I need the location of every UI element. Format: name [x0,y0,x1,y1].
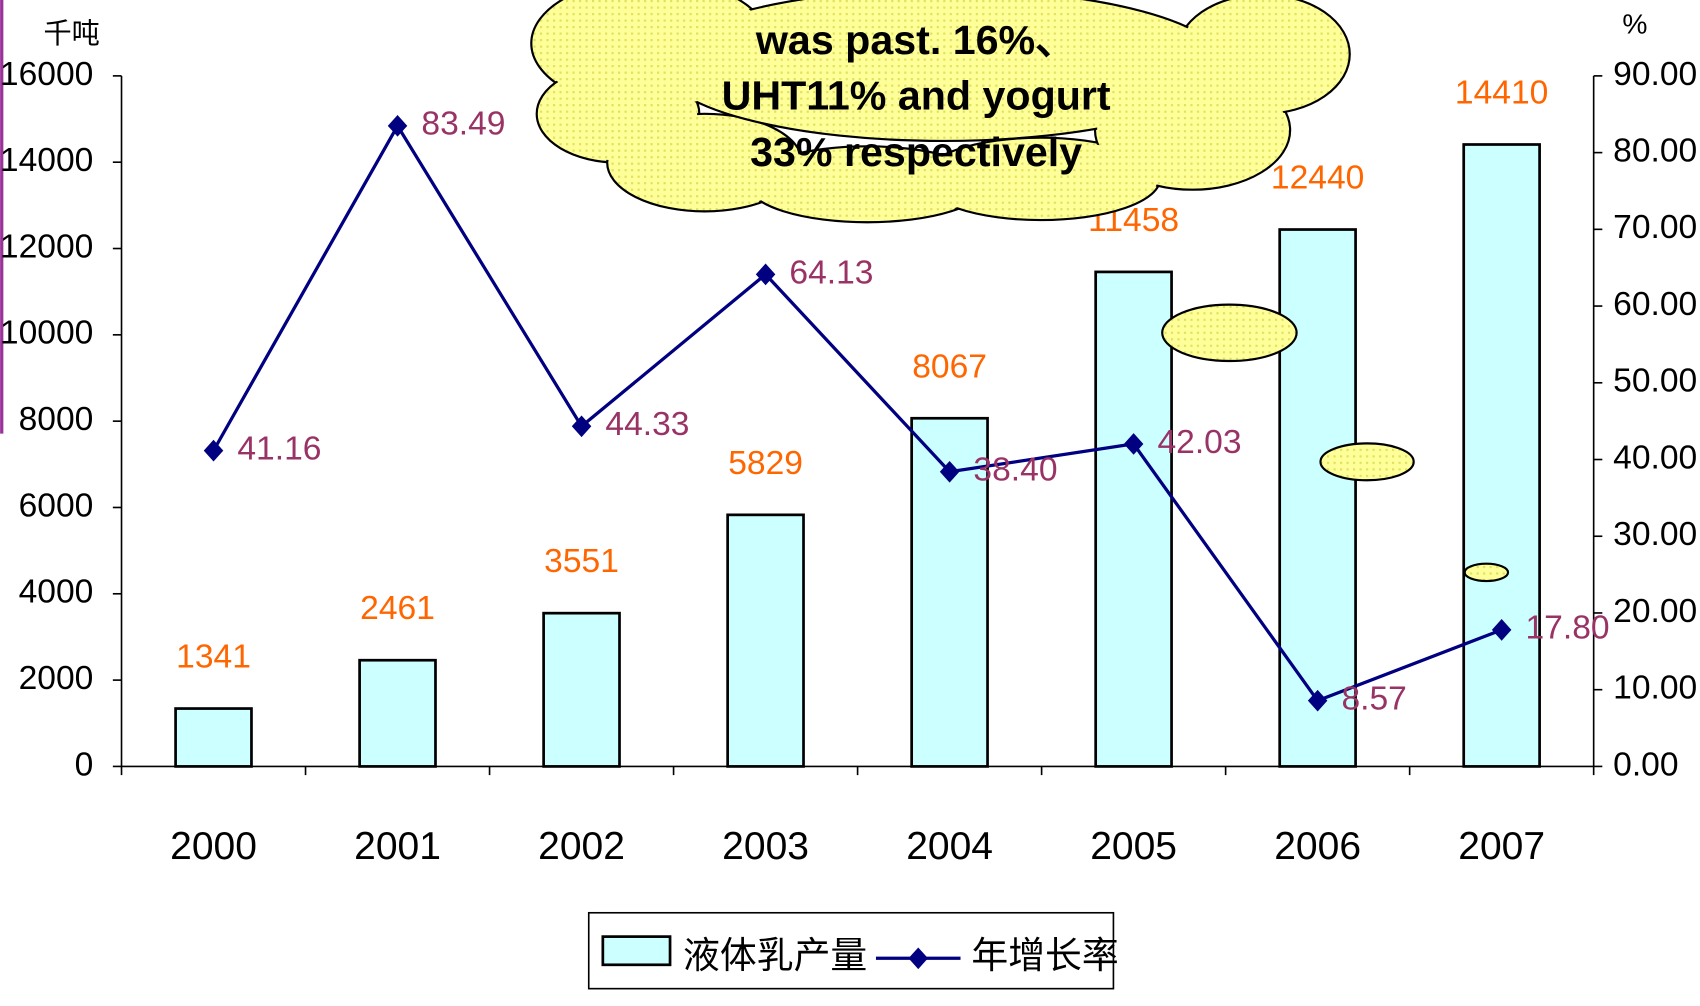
line-label: 42.03 [1157,424,1241,461]
y2-tick-label: 60.00 [1613,286,1697,323]
line-label: 44.33 [605,406,689,443]
y2-tick-label: 40.00 [1613,439,1697,476]
y-tick-label: 6000 [19,487,94,524]
x-tick-label: 2005 [1090,825,1177,868]
bar [176,709,252,767]
chart: 0 2000 4000 6000 8000 10000 12000 14000 16000 0.0… [0,0,1700,1006]
legend-swatch [603,937,670,965]
x-tick-label: 2003 [722,825,809,868]
thought-cloud: was past. 16%、 UHT11% and yogurt 33% res… [531,0,1508,581]
bar [1096,272,1172,767]
annotation: 33% respectively [750,129,1082,175]
x-tick-label: 2007 [1458,825,1545,868]
y2-tick-label: 50.00 [1613,363,1697,400]
line-label: 83.49 [421,106,505,143]
marker [204,440,224,462]
y-tick-label: 0 [75,746,94,783]
y2-tick-label: 80.00 [1613,132,1697,169]
annotation: UHT11% and yogurt [722,73,1111,119]
legend-label: 液体乳产量 [683,935,867,976]
x-tick-label: 2000 [170,825,257,868]
y2-tick-label: 30.00 [1613,516,1697,553]
annotation: was past. 16%、 [755,17,1076,63]
x-tick-label: 2004 [906,825,993,868]
page: 0 2000 4000 6000 8000 10000 12000 14000 16000 0.0… [0,0,1700,1006]
legend-label: 年增长率 [971,935,1118,976]
x-tick-label: 2001 [354,825,441,868]
legend: 液体乳产量 年增长率 [589,913,1119,989]
x-tick-label: 2002 [538,825,625,868]
y-tick-label: 16000 [0,56,93,93]
y2-axis-label: % [1622,7,1647,39]
line-label: 41.16 [237,430,321,467]
y-tick-label: 4000 [19,574,94,611]
line-label: 8.57 [1341,681,1406,718]
y2-tick-label: 70.00 [1613,209,1697,246]
bar-label: 14410 [1455,75,1548,112]
bar [360,660,436,766]
bar [1464,145,1540,767]
line-label: 38.40 [973,452,1057,489]
line-label: 17.80 [1525,610,1609,647]
y2-tick-label: 0.00 [1613,746,1678,783]
y2-tick-label: 90.00 [1613,56,1697,93]
marker [388,115,408,137]
bar-label: 8067 [912,348,987,385]
bar-label: 1341 [176,639,251,676]
bar-label: 2461 [360,590,435,627]
y-tick-label: 8000 [19,401,94,438]
y-tick-label: 2000 [19,660,94,697]
y-tick-label: 10000 [0,315,93,352]
y-tick-label: 12000 [0,228,93,265]
bar-label: 3551 [544,543,619,580]
y2-tick-label: 10.00 [1613,670,1697,707]
bar-label: 12440 [1271,160,1364,197]
y2-tick-label: 20.00 [1613,593,1697,630]
bar [728,515,804,767]
bar-label: 5829 [728,445,803,482]
x-tick-label: 2006 [1274,825,1361,868]
y-tick-label: 14000 [0,142,93,179]
bar [544,613,620,766]
line-label: 64.13 [789,254,873,291]
y-axis-label: 千吨 [43,17,99,49]
